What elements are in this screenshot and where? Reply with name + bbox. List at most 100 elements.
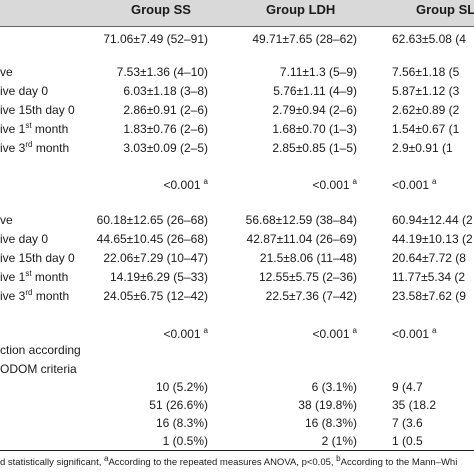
row-label: ive 3rd month [0, 139, 69, 157]
row-label-suffix: month [32, 141, 70, 155]
cell-value: 1.54±0.67 (1 [392, 122, 460, 136]
cell-value: <0.001 [392, 327, 430, 341]
cell-value: 49.71±7.65 (28–62) [252, 32, 357, 46]
cell-group-ss: 6.03±1.18 (3–8) [123, 82, 208, 100]
cell-group-ldh: 7.11±1.3 (5–9) [280, 63, 357, 81]
table-row: 10 (5.2%) 6 (3.1%) 9 (4.7 [0, 378, 474, 396]
cell-value: 44.65±10.45 (26–68) [96, 232, 208, 246]
table-row: ODOM criteria [0, 360, 474, 378]
footnote-sup-a: a [104, 453, 109, 463]
cell-group-sli: 5.87±1.12 (3 [392, 82, 459, 100]
cell-value: 2.79±0.94 (2–6) [272, 103, 357, 117]
table-row: ve 7.53±1.36 (4–10) 7.11±1.3 (5–9) 7.56±1.1… [0, 63, 474, 81]
cell-value: <0.001 [312, 327, 350, 341]
table-row: ive day 0 44.65±10.45 (26–68) 42.87±11.04 … [0, 230, 474, 248]
cell-group-ss: 51 (26.6%) [149, 396, 208, 414]
cell-value: 5.76±1.11 (4–9) [273, 84, 357, 98]
cell-group-ss: 2.86±0.91 (2–6) [123, 101, 208, 119]
cell-value: 6.03±1.18 (3–8) [123, 84, 208, 98]
cell-group-sli: 23.58±7.62 (9 [392, 287, 466, 305]
cell-group-ldh: 56.68±12.59 (38–84) [246, 211, 357, 229]
row-label-suffix: month [31, 270, 69, 284]
table-header: Group SS Group LDH Group SLI [0, 0, 474, 26]
cell-value: 14.19±6.29 (5–33) [110, 270, 208, 284]
row-label: ive 1st month [0, 120, 68, 138]
cell-value: 1.83±0.76 (2–6) [123, 122, 208, 136]
table-row: ive 15th day 0 2.86±0.91 (2–6) 2.79±0.94 (… [0, 101, 474, 119]
cell-value: 20.64±7.72 (8 [392, 251, 466, 265]
table-row: ive 3rd month 3.03±0.09 (2–5) 2.85±0.85 (1… [0, 139, 474, 157]
cell-group-ldh: 12.55±5.75 (2–36) [259, 268, 357, 286]
row-label: ive 15th day 0 [0, 251, 75, 265]
cell-value: 62.63±5.08 (4 [392, 32, 466, 46]
cell-value: 44.19±10.13 (2 [392, 232, 473, 246]
cell-footnote-marker: a [432, 177, 437, 186]
cell-value: 2.85±0.85 (1–5) [272, 141, 357, 155]
cell-group-sli: 2.62±0.89 (2 [392, 101, 459, 119]
table-row: <0.001 a <0.001 a <0.001 a [0, 325, 474, 343]
cell-footnote-marker: a [432, 326, 437, 335]
cell-value: 21.5±8.06 (11–48) [259, 251, 357, 265]
row-label: ive 3rd month [0, 287, 69, 305]
cell-group-ldh: <0.001 a [313, 325, 358, 343]
footnote-sup-b: b [336, 453, 341, 463]
cell-group-sli: 11.77±5.34 (2 [392, 268, 465, 286]
cell-value: 60.94±12.44 (2 [392, 213, 473, 227]
cell-value: 7.53±1.36 (4–10) [116, 65, 208, 79]
header-group-ss: Group SS [131, 2, 191, 17]
table-row: 16 (8.3%) 16 (8.3%) 7 (3.6 [0, 414, 474, 432]
cell-group-ss: 71.06±7.49 (52–91) [103, 30, 208, 48]
bottom-rule [0, 450, 474, 451]
cell-value: 1 (0.5 [392, 434, 423, 448]
cell-group-ldh: 38 (19.8%) [298, 396, 357, 414]
cell-value: 2 (1%) [321, 434, 357, 448]
row-label-text: ive 3 [0, 141, 26, 155]
table-row: ive 1st month 14.19±6.29 (5–33) 12.55±5.75… [0, 268, 474, 286]
cell-footnote-marker: a [352, 326, 357, 335]
cell-group-ldh: 49.71±7.65 (28–62) [252, 30, 357, 48]
cell-group-sli: 1 (0.5 [392, 432, 423, 450]
cell-group-sli: 44.19±10.13 (2 [392, 230, 473, 248]
row-label: ction according [0, 343, 81, 357]
cell-group-sli: 62.63±5.08 (4 [392, 30, 466, 48]
cell-value: 56.68±12.59 (38–84) [245, 213, 357, 227]
cell-value: 51 (26.6%) [149, 398, 208, 412]
row-label-suffix: month [31, 122, 69, 136]
cell-group-ldh: 1.68±0.70 (1–3) [272, 120, 357, 138]
cell-value: 35 (18.2 [392, 398, 437, 412]
cell-group-ldh: 2.79±0.94 (2–6) [272, 101, 357, 119]
cell-value: 38 (19.8%) [298, 398, 357, 412]
header-rule [0, 26, 474, 27]
table-footnote: d statistically significant, aAccording … [0, 453, 457, 468]
cell-group-sli: 1.54±0.67 (1 [392, 120, 459, 138]
row-label-ordinal: st [25, 121, 32, 130]
cell-group-sli: 2.9±0.91 (1 [392, 139, 453, 157]
cell-value: 71.06±7.49 (52–91) [103, 32, 208, 46]
cell-group-ss: 3.03±0.09 (2–5) [123, 139, 208, 157]
cell-value: <0.001 [312, 178, 350, 192]
cell-value: 16 (8.3%) [304, 416, 357, 430]
row-label-text: ive 3 [0, 289, 26, 303]
cell-group-ldh: 2 (1%) [322, 432, 357, 450]
cell-value: 10 (5.2%) [155, 380, 208, 394]
cell-group-ldh: 42.87±11.04 (26–69) [247, 230, 357, 248]
cell-group-sli: 7.56±1.18 (5 [392, 63, 459, 81]
cell-value: 12.55±5.75 (2–36) [259, 270, 357, 284]
cell-group-ldh: 5.76±1.11 (4–9) [273, 82, 357, 100]
cell-value: 1.68±0.70 (1–3) [272, 122, 357, 136]
cell-value: <0.001 [163, 178, 201, 192]
row-label: ODOM criteria [0, 362, 77, 376]
cell-group-ss: 22.06±7.29 (10–47) [103, 249, 208, 267]
table-row: ive 3rd month 24.05±6.75 (12–42) 22.5±7.36… [0, 287, 474, 305]
row-label-ordinal: rd [25, 140, 33, 149]
cell-group-sli: <0.001 a [392, 325, 437, 343]
cell-value: 7.11±1.3 (5–9) [279, 65, 357, 79]
table-row: ive 15th day 0 22.06±7.29 (10–47) 21.5±8.0… [0, 249, 474, 267]
cell-group-sli: 9 (4.7 [392, 378, 423, 396]
cell-value: 9 (4.7 [392, 380, 423, 394]
table-row: 1 (0.5%) 2 (1%) 1 (0.5 [0, 432, 474, 450]
cell-value: 2.62±0.89 (2 [392, 103, 460, 117]
cell-value: 22.5±7.36 (7–42) [265, 289, 357, 303]
cell-value: <0.001 [163, 327, 201, 341]
cell-group-ldh: 6 (3.1%) [312, 378, 357, 396]
